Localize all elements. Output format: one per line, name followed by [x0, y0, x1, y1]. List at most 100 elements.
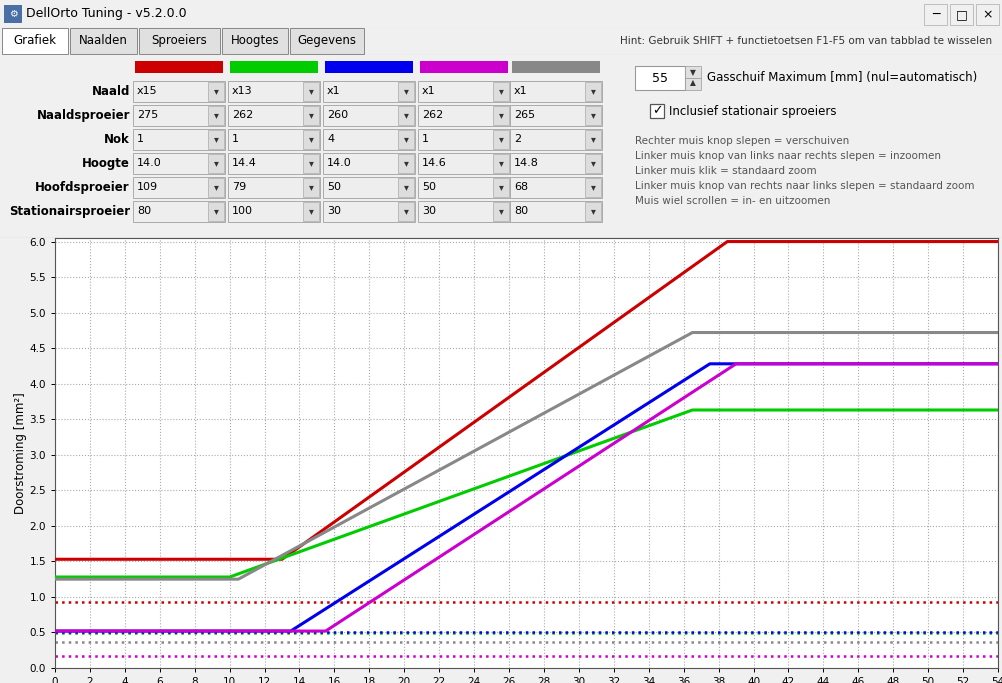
Bar: [418, 201, 510, 222]
Bar: [585, 154, 601, 173]
Text: 14.0: 14.0: [327, 158, 352, 169]
Bar: [418, 177, 510, 198]
Text: ▼: ▼: [690, 68, 696, 77]
Text: Hoogte: Hoogte: [82, 157, 130, 170]
Bar: [976, 4, 999, 25]
Bar: [418, 81, 510, 102]
Text: 262: 262: [232, 111, 254, 120]
Text: 1: 1: [137, 135, 144, 145]
Bar: [139, 28, 219, 54]
Bar: [303, 178, 319, 197]
Bar: [133, 177, 225, 198]
Text: Linker muis knop van links naar rechts slepen = inzoomen: Linker muis knop van links naar rechts s…: [635, 151, 941, 161]
Text: Naalden: Naalden: [79, 34, 128, 47]
Bar: [585, 202, 601, 221]
Bar: [398, 106, 414, 125]
Bar: [230, 61, 318, 73]
Bar: [635, 66, 685, 90]
Text: ▾: ▾: [213, 111, 218, 120]
Text: Inclusief stationair sproeiers: Inclusief stationair sproeiers: [669, 104, 837, 117]
Text: ▾: ▾: [590, 135, 595, 145]
Bar: [585, 106, 601, 125]
Bar: [418, 129, 510, 150]
Bar: [208, 178, 224, 197]
Text: ▾: ▾: [309, 206, 314, 217]
Text: ▾: ▾: [213, 158, 218, 169]
Text: Hint: Gebruik SHIFT + functietoetsen F1-F5 om van tabblad te wisselen: Hint: Gebruik SHIFT + functietoetsen F1-…: [620, 36, 992, 46]
Bar: [303, 154, 319, 173]
Text: 30: 30: [327, 206, 341, 217]
Text: Stationairsproeier: Stationairsproeier: [9, 205, 130, 218]
Bar: [133, 105, 225, 126]
Text: 30: 30: [422, 206, 436, 217]
Text: 262: 262: [422, 111, 443, 120]
Bar: [228, 201, 320, 222]
Text: Grafiek: Grafiek: [14, 34, 57, 47]
Bar: [323, 105, 415, 126]
Text: Linker muis knop van rechts naar links slepen = standaard zoom: Linker muis knop van rechts naar links s…: [635, 181, 975, 191]
Text: 79: 79: [232, 182, 246, 193]
Bar: [493, 178, 509, 197]
Bar: [70, 28, 137, 54]
Bar: [303, 202, 319, 221]
Bar: [228, 129, 320, 150]
Bar: [418, 105, 510, 126]
Bar: [133, 81, 225, 102]
Bar: [303, 82, 319, 101]
Bar: [208, 130, 224, 149]
Bar: [685, 78, 701, 90]
Text: Hoogtes: Hoogtes: [230, 34, 280, 47]
Bar: [510, 201, 602, 222]
Text: 14.8: 14.8: [514, 158, 539, 169]
Text: ▾: ▾: [309, 182, 314, 193]
Bar: [208, 106, 224, 125]
Text: Naald: Naald: [91, 85, 130, 98]
Text: ▾: ▾: [404, 206, 409, 217]
Text: Naaldsproeier: Naaldsproeier: [36, 109, 130, 122]
Text: x1: x1: [327, 87, 341, 96]
Bar: [510, 81, 602, 102]
Bar: [208, 154, 224, 173]
Bar: [133, 153, 225, 174]
Bar: [208, 202, 224, 221]
Bar: [398, 130, 414, 149]
Bar: [323, 153, 415, 174]
Text: ▾: ▾: [404, 111, 409, 120]
Bar: [398, 202, 414, 221]
Text: ▾: ▾: [404, 87, 409, 96]
Text: 50: 50: [422, 182, 436, 193]
Text: x1: x1: [422, 87, 436, 96]
Text: x13: x13: [232, 87, 253, 96]
Text: Muis wiel scrollen = in- en uitzoomen: Muis wiel scrollen = in- en uitzoomen: [635, 196, 831, 206]
Text: ▾: ▾: [590, 182, 595, 193]
Bar: [510, 177, 602, 198]
Bar: [493, 106, 509, 125]
Bar: [228, 153, 320, 174]
Text: ⚙: ⚙: [9, 9, 17, 19]
Text: 50: 50: [327, 182, 341, 193]
Text: ─: ─: [932, 8, 939, 21]
Text: 2: 2: [514, 135, 521, 145]
Text: ▾: ▾: [499, 135, 503, 145]
Bar: [510, 153, 602, 174]
Text: 265: 265: [514, 111, 535, 120]
Bar: [133, 201, 225, 222]
Text: ▾: ▾: [499, 87, 503, 96]
Text: Nok: Nok: [104, 133, 130, 146]
Text: ▾: ▾: [499, 206, 503, 217]
Text: 55: 55: [652, 72, 668, 85]
Bar: [585, 178, 601, 197]
Text: ▾: ▾: [213, 206, 218, 217]
Text: ▾: ▾: [590, 206, 595, 217]
Text: ▾: ▾: [309, 158, 314, 169]
Y-axis label: Doorstroming [mm²]: Doorstroming [mm²]: [14, 392, 27, 514]
Bar: [290, 28, 364, 54]
Bar: [208, 82, 224, 101]
Bar: [303, 106, 319, 125]
Text: 80: 80: [514, 206, 528, 217]
Text: ▾: ▾: [404, 182, 409, 193]
Bar: [650, 104, 664, 118]
Text: 1: 1: [232, 135, 239, 145]
Text: ▾: ▾: [213, 87, 218, 96]
Text: x15: x15: [137, 87, 157, 96]
